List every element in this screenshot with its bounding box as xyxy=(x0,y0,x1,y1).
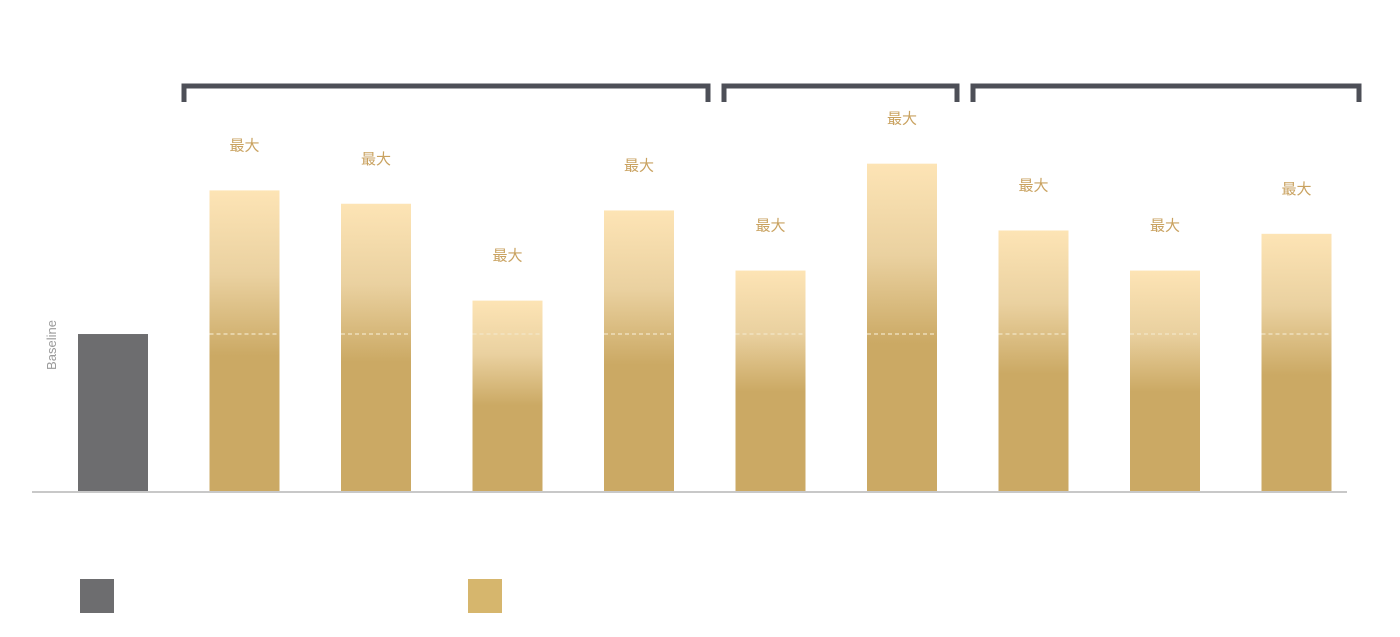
y-axis-label: Baseline xyxy=(44,320,59,370)
bars xyxy=(78,163,1332,492)
bar-data-label: 最大 xyxy=(1150,217,1180,235)
bar-data-label: 最大 xyxy=(1281,180,1311,198)
bar-9 xyxy=(1261,233,1332,491)
group-brackets xyxy=(181,83,1362,102)
bar-8 xyxy=(1130,270,1200,491)
bar-4 xyxy=(604,210,674,491)
bar-data-label: 最大 xyxy=(755,217,785,235)
legend xyxy=(80,579,502,613)
bar-data-label: 最大 xyxy=(492,247,522,265)
bar-data-label: 最大 xyxy=(887,110,917,128)
group-bracket xyxy=(181,83,711,102)
bar-data-label: 最大 xyxy=(1018,176,1048,194)
bar-7 xyxy=(998,230,1069,492)
bar-data-label: 最大 xyxy=(624,156,654,174)
group-bracket xyxy=(721,83,960,102)
baseline-bar xyxy=(78,334,148,491)
group-bracket xyxy=(970,83,1362,102)
bar-1 xyxy=(209,190,280,491)
legend-swatch xyxy=(80,579,114,613)
bar-2 xyxy=(341,203,411,491)
bar-5 xyxy=(735,270,806,491)
bar-3 xyxy=(472,300,543,491)
bar-data-label: 最大 xyxy=(229,136,259,154)
bar-data-label: 最大 xyxy=(361,150,391,168)
legend-swatch xyxy=(468,579,502,613)
bar-6 xyxy=(867,163,937,491)
